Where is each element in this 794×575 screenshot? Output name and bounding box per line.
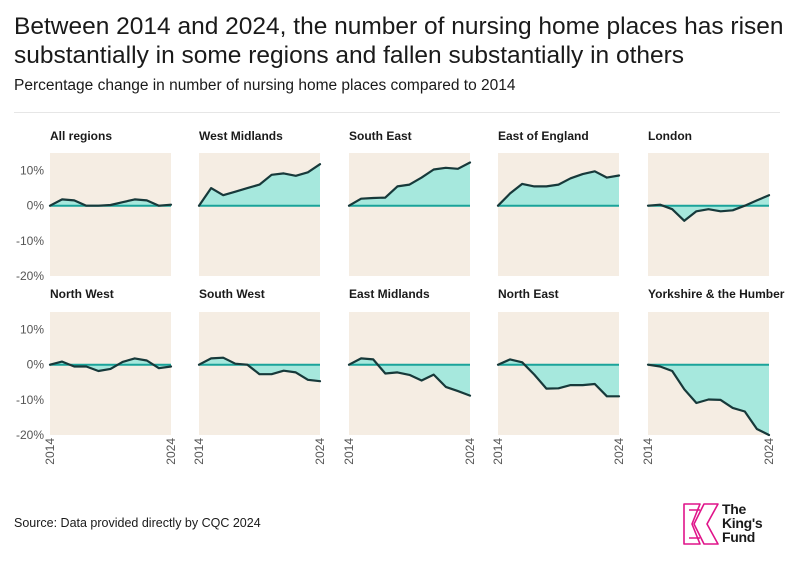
panel-title-east-of-england: East of England — [498, 129, 589, 143]
logo-k-mark-icon — [683, 503, 719, 545]
area-east-of-england — [498, 171, 619, 206]
x-tick-label-col5: 2014 — [641, 438, 655, 465]
area-north-west — [50, 358, 171, 371]
source-note: Source: Data provided directly by CQC 20… — [14, 516, 261, 530]
area-east-midlands — [349, 358, 470, 396]
y-tick-label-row2: 0% — [27, 358, 45, 372]
x-tick-label-col3: 2014 — [342, 438, 356, 465]
x-tick-label-col3: 2024 — [463, 438, 477, 465]
header-divider — [14, 112, 780, 113]
x-tick-label-col2: 2014 — [192, 438, 206, 465]
small-multiples-chart: All regions West Midlands South East East o… — [16, 129, 785, 465]
logo-line-2: King's — [722, 515, 763, 531]
panel-bg-north-west — [50, 312, 171, 435]
panel-title-north-west: North West — [50, 287, 114, 301]
logo-line-1: The — [722, 501, 746, 517]
area-yorkshire-the-humber — [648, 364, 769, 435]
panel-title-yorkshire-the-humber: Yorkshire & the Humber — [648, 287, 785, 301]
panel-title-south-west: South West — [199, 287, 265, 301]
x-tick-label-col4: 2014 — [491, 438, 505, 465]
logo-line-3: Fund — [722, 529, 756, 545]
y-tick-label-row2: 10% — [20, 323, 44, 337]
chart-title: Between 2014 and 2024, the number of nur… — [14, 13, 784, 69]
panel-bg-london — [648, 153, 769, 276]
logo-wordmark: The King's Fund — [722, 501, 763, 545]
panel-title-london: London — [648, 129, 692, 143]
y-tick-label-row1: -20% — [16, 269, 44, 283]
panel-bg-all-regions — [50, 153, 171, 276]
panel-bg-east-of-england — [498, 153, 619, 276]
x-tick-label-col5: 2024 — [762, 438, 776, 465]
y-tick-label-row2: -10% — [16, 393, 44, 407]
x-tick-label-col4: 2024 — [612, 438, 626, 465]
x-tick-label-col2: 2024 — [313, 438, 327, 465]
area-south-west — [199, 357, 320, 382]
x-tick-label-col1: 2014 — [43, 438, 57, 465]
panel-title-south-east: South East — [349, 129, 412, 143]
panel-title-west-midlands: West Midlands — [199, 129, 283, 143]
y-tick-label-row2: -20% — [16, 428, 44, 442]
y-tick-label-row1: -10% — [16, 234, 44, 248]
chart-subtitle: Percentage change in number of nursing h… — [14, 77, 516, 94]
kings-fund-logo — [683, 503, 719, 545]
panel-bg-west-midlands — [199, 153, 320, 276]
panel-title-all-regions: All regions — [50, 129, 112, 143]
area-south-east — [349, 162, 470, 206]
y-tick-label-row1: 10% — [20, 164, 44, 178]
x-tick-label-col1: 2024 — [164, 438, 178, 465]
panel-title-north-east: North East — [498, 287, 559, 301]
area-north-east — [498, 359, 619, 397]
panel-title-east-midlands: East Midlands — [349, 287, 430, 301]
y-tick-label-row1: 0% — [27, 199, 45, 213]
